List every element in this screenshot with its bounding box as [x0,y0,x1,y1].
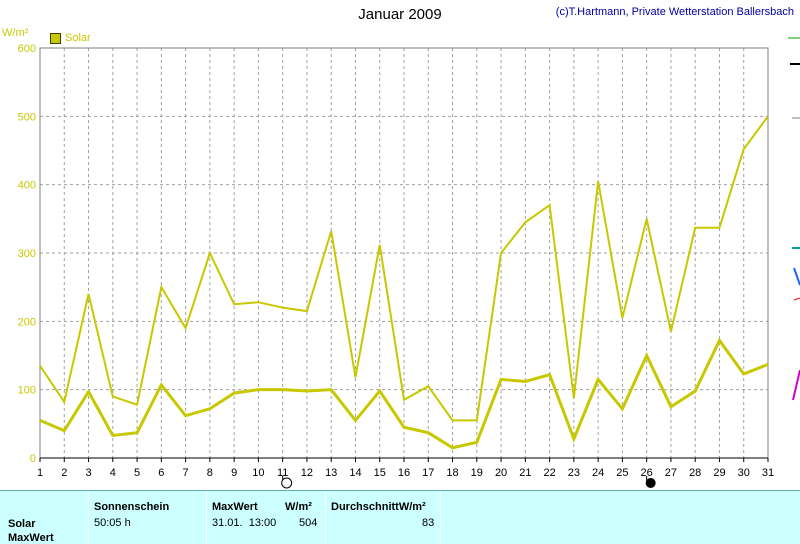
summary-row-label: Solar [8,518,36,530]
x-tick-label: 5 [134,467,140,479]
right-edge-fragments [788,37,800,401]
x-tick-label: 13 [325,467,337,479]
x-tick-label: 12 [301,467,313,479]
max-value: 504 [299,517,318,529]
x-tick-label: 1 [37,467,43,479]
x-tick-label: 10 [252,467,264,479]
x-tick-label: 20 [495,467,507,479]
legend-label: Solar [65,32,91,44]
y-tick-label: 600 [18,43,36,55]
edge-fragment [792,369,800,401]
x-tick-label: 15 [374,467,386,479]
max-unit: W/m² [285,501,312,513]
x-tick-label: 24 [592,467,604,479]
y-tick-label: 200 [18,316,36,328]
max-header: MaxWert [212,501,258,513]
credit-text: (c)T.Hartmann, Private Wetterstation Bal… [555,6,794,18]
sunshine-header: Sonnenschein [94,501,170,513]
x-tick-label: 25 [616,467,628,479]
x-tick-label: 2 [61,467,67,479]
x-tick-label: 21 [519,467,531,479]
max-date: 31.01. 13:00 [212,517,277,529]
x-tick-label: 3 [85,467,91,479]
y-tick-label: 100 [18,385,36,397]
avg-header: DurchschnittW/m² [331,501,426,513]
x-tick-label: 11 [277,467,288,479]
chart-title: Januar 2009 [358,6,442,23]
legend-swatch [50,32,61,44]
summary-panel: Solar MaxWert Sonnenschein 50:05 h MaxWe… [0,490,800,544]
x-tick-label: 23 [568,467,580,479]
moon-new-icon [645,478,656,488]
legend: Solar [50,32,91,44]
x-tick-label: 19 [471,467,483,479]
series-line-mean [39,337,769,450]
x-tick-label: 8 [207,467,213,479]
series-line-max [39,115,769,422]
x-tick-label: 28 [689,467,701,479]
edge-fragment [793,297,800,301]
sunshine-value: 50:05 h [94,517,131,529]
x-tick-label: 18 [446,467,458,479]
y-tick-label: 400 [18,180,36,192]
avg-value: 83 [422,517,435,529]
y-tick-label: 300 [18,248,36,260]
x-tick-label: 31 [762,467,774,479]
x-tick-label: 30 [738,467,750,479]
y-tick-label: 0 [30,453,36,465]
series-lines [39,115,769,450]
summary-row-label-2: MaxWert [8,532,54,544]
y-axis-unit: W/m² [2,27,29,39]
edge-fragment [793,267,800,286]
x-tick-label: 7 [183,467,189,479]
moon-phase-markers [281,476,656,489]
x-tick-label: 26 [641,467,653,479]
y-tick-label: 500 [18,111,36,123]
x-tick-label: 4 [110,467,116,479]
x-tick-label: 17 [422,467,434,479]
x-tick-label: 22 [543,467,555,479]
x-tick-label: 9 [231,467,237,479]
x-tick-label: 16 [398,467,410,479]
x-tick-label: 14 [349,467,361,479]
x-tick-label: 29 [713,467,725,479]
x-tick-label: 27 [665,467,677,479]
moon-full-icon [281,477,293,489]
x-tick-label: 6 [158,467,164,479]
